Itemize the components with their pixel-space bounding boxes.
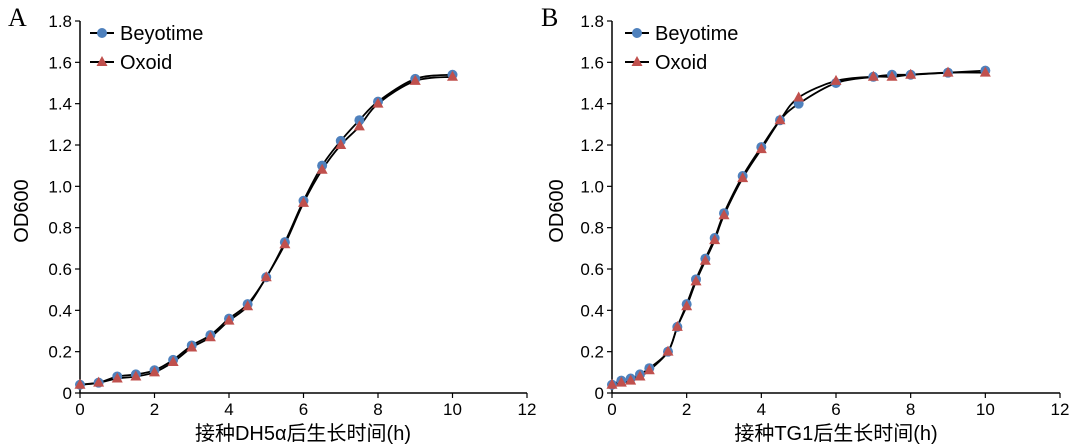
panel-b-legend-label-oxoid: Oxoid	[655, 52, 707, 74]
panel-a-legend-marker-beyotime	[97, 28, 107, 38]
panel-a-point-oxoid	[111, 372, 123, 383]
panel-a-x-tick-label: 12	[518, 400, 537, 419]
panel-b-x-tick-label: 2	[682, 400, 691, 419]
panel-a-y-tick-label: 1.2	[48, 136, 72, 155]
panel-a-x-tick-label: 0	[75, 400, 84, 419]
panel-b-point-oxoid	[681, 300, 693, 311]
panel-a-legend-marker-oxoid	[96, 56, 108, 66]
panel-a-y-tick-label: 1.4	[48, 95, 72, 114]
panel-b-x-tick-label: 10	[976, 400, 995, 419]
panel-a-y-tick-label: 1.8	[48, 12, 72, 31]
panel-a-y-tick-label: 0.2	[48, 343, 72, 362]
panel-b-point-oxoid	[634, 370, 646, 381]
panel-b-point-oxoid	[755, 143, 767, 154]
panel-b-point-oxoid	[606, 378, 618, 389]
panel-b-point-oxoid	[718, 209, 730, 220]
panel-b-x-tick-label: 0	[607, 400, 616, 419]
panel-b: B OD600 接种TG1后生长时间(h) 0 0.2 0.4 0.6 0.8 1.0 1.…	[541, 3, 1069, 445]
panel-b-x-tick-label: 6	[831, 400, 840, 419]
panel-a-y-tick-label: 0.4	[48, 301, 72, 320]
panel-b-point-oxoid	[709, 234, 721, 245]
panel-b-point-oxoid	[830, 74, 842, 85]
panel-b-y-tick-label: 1.4	[580, 95, 604, 114]
panel-b-y-tick-label: 1.2	[580, 136, 604, 155]
panel-a-point-oxoid	[353, 120, 365, 131]
panel-a-y-tick-label: 1.0	[48, 177, 72, 196]
panel-b-y-tick-label: 0.8	[580, 219, 604, 238]
panel-b-y-tick-label: 0.2	[580, 343, 604, 362]
panel-b-y-tick-label: 0	[595, 384, 604, 403]
panel-a-point-oxoid	[204, 331, 216, 342]
panel-b-y-tick-label: 0.6	[580, 260, 604, 279]
panel-a-point-oxoid	[242, 300, 254, 311]
panel-b-y-tick-label: 1.6	[580, 53, 604, 72]
panel-b-x-axis-title: 接种TG1后生长时间(h)	[734, 422, 937, 445]
panel-a-point-oxoid	[130, 370, 142, 381]
panel-b-x-tick-label: 8	[906, 400, 915, 419]
panel-b-y-axis-title: OD600	[546, 179, 568, 242]
panel-a-legend-label-oxoid: Oxoid	[120, 52, 172, 74]
panel-b-point-oxoid	[774, 114, 786, 125]
panel-a-point-oxoid	[298, 196, 309, 207]
panel-a-point-oxoid	[223, 314, 235, 325]
panel-a-point-oxoid	[335, 139, 347, 149]
panel-a-point-beyotime	[354, 115, 365, 126]
panel-b-point-oxoid	[867, 70, 879, 81]
panel-a-point-oxoid	[186, 341, 198, 352]
panel-b-point-oxoid	[662, 345, 674, 356]
panel-b-point-oxoid	[979, 66, 991, 77]
panel-a-legend: Beyotime Oxoid	[90, 23, 203, 74]
panel-b-letter: B	[541, 3, 558, 32]
panel-b-point-oxoid	[905, 68, 917, 79]
panel-b-y-tick-label: 0.4	[580, 301, 604, 320]
panel-b-y-tick-label: 1.0	[580, 177, 604, 196]
panel-a-point-oxoid	[93, 376, 105, 387]
panel-b-legend-marker-oxoid	[631, 56, 643, 66]
panel-a-y-axis-title: OD600	[11, 179, 33, 242]
panel-a-point-oxoid	[167, 356, 179, 366]
panel-b-point-oxoid	[942, 66, 954, 77]
panel-b-point-oxoid	[886, 70, 898, 81]
panel-a-x-tick-label: 10	[443, 400, 462, 419]
panel-a-x-tick-label: 8	[373, 400, 382, 419]
panel-b-point-oxoid	[671, 320, 683, 331]
panel-b-legend-marker-beyotime	[632, 28, 642, 38]
panel-b-series	[606, 65, 991, 390]
panel-b-point-oxoid	[793, 91, 805, 102]
panel-a-y-tick-label: 0.8	[48, 219, 72, 238]
panel-a-point-oxoid	[409, 74, 421, 85]
panel-a-x-axis-title: 接种DH5α后生长时间(h)	[195, 422, 411, 445]
panel-b-x-tick-label: 12	[1051, 400, 1070, 419]
panel-a-point-oxoid	[260, 271, 272, 282]
panel-b-legend: Beyotime Oxoid	[625, 23, 738, 74]
panel-a-point-oxoid	[149, 366, 160, 377]
panel-b-legend-label-beyotime: Beyotime	[655, 23, 738, 45]
panel-a-point-oxoid	[316, 163, 328, 174]
panel-b-point-oxoid	[643, 364, 655, 375]
panel-b-point-oxoid	[737, 172, 749, 183]
panel-a-point-oxoid	[279, 238, 291, 249]
panel-b-y-tick-label: 1.8	[580, 12, 604, 31]
panel-a-legend-label-beyotime: Beyotime	[120, 23, 203, 45]
panel-b-point-oxoid	[699, 254, 711, 265]
panel-a-y-tick-label: 0.6	[48, 260, 72, 279]
panel-a-x-tick-label: 6	[299, 400, 308, 419]
panel-a-point-oxoid	[372, 97, 384, 108]
panel-b-point-oxoid	[625, 374, 637, 385]
panel-a-point-oxoid	[447, 70, 458, 81]
panel-a-x-tick-label: 2	[150, 400, 159, 419]
panel-b-point-oxoid	[615, 376, 627, 387]
panel-a: A OD600 接种DH5α后生长时间(h) 0 0.2 0.4 0.6 0.8 1.0 1…	[8, 3, 536, 445]
panel-b-axes: 0 0.2 0.4 0.6 0.8 1.0 1.2 1.4 1.6 1.8 0 2 4 6 8 10 12	[580, 12, 1069, 419]
panel-b-point-oxoid	[690, 275, 702, 286]
panel-a-point-oxoid	[74, 378, 86, 389]
panel-a-x-tick-label: 4	[224, 400, 233, 419]
panel-a-y-tick-label: 0	[63, 384, 72, 403]
panel-a-series	[74, 69, 458, 390]
panel-a-y-tick-label: 1.6	[48, 53, 72, 72]
panel-a-letter: A	[8, 3, 27, 32]
panel-b-x-tick-label: 4	[757, 400, 766, 419]
panel-a-axes: 0 0.2 0.4 0.6 0.8 1.0 1.2 1.4 1.6 1.8 0 2 4 6 8 10 12	[48, 12, 536, 419]
